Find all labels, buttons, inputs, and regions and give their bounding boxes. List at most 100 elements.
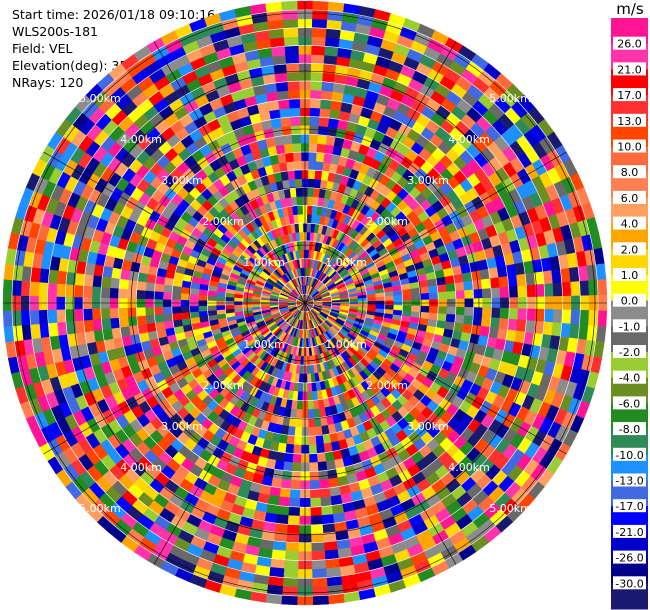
range-gate (269, 558, 286, 569)
colorbar-tick-label: 21.0 (617, 63, 642, 76)
range-gate (153, 306, 164, 316)
range-gate (154, 313, 165, 323)
range-gate (309, 470, 320, 481)
range-gate (281, 470, 293, 481)
range-ring-label: 5.00km (79, 502, 121, 515)
colorbar-swatch (611, 403, 648, 430)
range-ring-label: 4.00km (120, 133, 162, 146)
range-gate (100, 286, 111, 299)
range-gate (428, 285, 439, 294)
range-gate (198, 310, 209, 318)
colorbar-tick-bg (613, 422, 646, 436)
range-gate (310, 506, 322, 517)
range-gate (481, 288, 492, 299)
range-gate (290, 470, 301, 481)
range-gate (136, 280, 147, 291)
range-gate (292, 453, 302, 464)
range-gate (322, 72, 336, 84)
range-gate (402, 305, 412, 312)
range-gate (311, 568, 327, 579)
colorbar-tick-bg (613, 473, 646, 487)
range-gate (109, 307, 120, 319)
range-gate (453, 273, 464, 284)
colorbar-tick-label: 4.0 (621, 218, 639, 231)
range-gate (278, 99, 290, 110)
range-gate (56, 283, 67, 297)
range-gate (299, 231, 304, 242)
range-ring-label: 3.00km (407, 420, 449, 433)
range-gate (516, 319, 527, 333)
range-gate (480, 316, 492, 328)
range-gate (278, 161, 288, 173)
range-gate (295, 409, 303, 419)
range-gate (118, 278, 130, 290)
range-ring-label: 1.00km (243, 338, 285, 351)
range-gate (290, 125, 301, 136)
range-gate (319, 487, 331, 499)
range-gate (384, 295, 395, 302)
range-gate (282, 577, 299, 588)
range-gate (92, 274, 103, 288)
range-gate (499, 307, 510, 320)
range-gate (294, 169, 302, 180)
colorbar-tick-bg (613, 36, 646, 50)
range-gate (481, 307, 492, 318)
range-ring-label: 2.00km (366, 215, 408, 228)
range-gate (419, 292, 430, 301)
colorbar-tick-label: 0.0 (621, 295, 639, 308)
range-gate (489, 317, 501, 329)
range-gate (56, 309, 67, 323)
range-gate (281, 0, 298, 12)
range-gate (275, 81, 289, 92)
range-gate (479, 268, 491, 281)
colorbar-tick-label: -6.0 (619, 397, 640, 410)
range-gate (524, 320, 536, 334)
range-gate (401, 288, 412, 296)
range-gate (411, 293, 421, 301)
range-gate (30, 266, 42, 283)
range-gate (323, 540, 338, 552)
range-gate (38, 309, 49, 325)
range-gate (11, 310, 22, 327)
range-gate (324, 558, 341, 569)
range-ring-label: 2.00km (366, 379, 408, 392)
range-gate (312, 0, 329, 12)
range-gate (287, 80, 300, 91)
range-gate (118, 316, 130, 328)
range-gate (316, 452, 327, 463)
range-gate (561, 281, 572, 297)
range-gate (30, 323, 42, 340)
range-gate (308, 426, 316, 437)
range-gate (292, 444, 302, 455)
range-gate (315, 434, 324, 445)
range-gate (472, 288, 483, 299)
range-ring-label: 1.00km (243, 256, 285, 269)
range-gate (552, 309, 563, 324)
range-gate (323, 54, 338, 66)
range-gate (92, 318, 103, 332)
range-gate (100, 307, 111, 320)
range-gate (171, 312, 182, 321)
range-gate (2, 279, 14, 296)
range-gate (288, 89, 300, 100)
range-gate (588, 279, 599, 296)
range-gate (446, 306, 457, 316)
colorbar-tick-label: -26.0 (615, 552, 643, 565)
range-gate (311, 541, 325, 552)
range-gate (180, 311, 191, 320)
range-gate (308, 444, 318, 455)
range-gate (312, 594, 329, 606)
colorbar-swatch (611, 429, 648, 456)
range-gate (292, 142, 302, 153)
range-gate (279, 107, 291, 119)
colorbar-tick-bg (613, 524, 646, 538)
range-gate (318, 478, 330, 490)
range-gate (82, 308, 93, 321)
range-gate (307, 205, 313, 215)
range-gate (324, 451, 335, 462)
range-gate (461, 271, 473, 283)
range-gate (29, 281, 40, 297)
range-gate (325, 459, 337, 471)
range-gate (310, 515, 323, 526)
range-gate (297, 213, 304, 224)
